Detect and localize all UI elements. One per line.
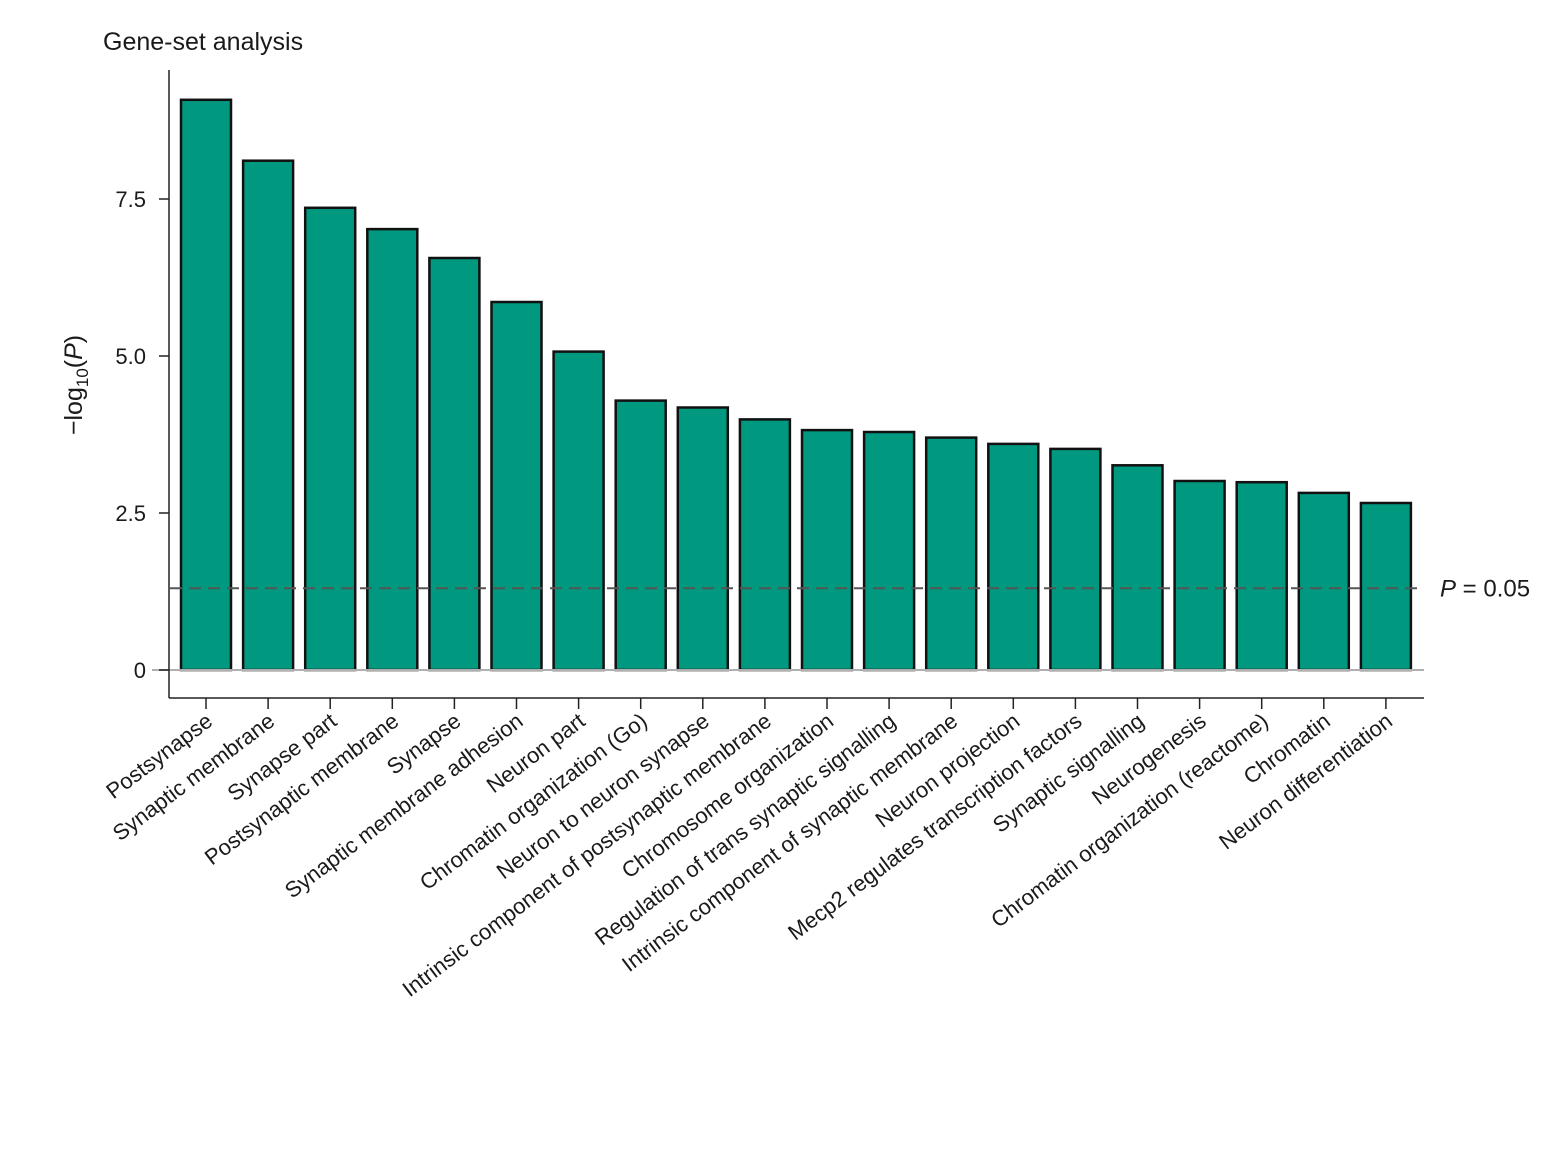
threshold-layer: P = 0.05 — [170, 575, 1530, 602]
threshold-label: P = 0.05 — [1440, 575, 1530, 602]
y-axis-label-prefix: −log — [60, 387, 88, 435]
bar-19 — [1297, 491, 1351, 672]
y-tick-label-3: 7.5 — [115, 187, 146, 212]
bar-3 — [303, 206, 357, 672]
y-axis-label-open: ( — [60, 359, 88, 368]
bar-20 — [1359, 501, 1413, 672]
bar-7 — [552, 350, 605, 672]
y-axis-label-close: ) — [60, 335, 88, 343]
y-axis-label-var: P — [60, 343, 88, 360]
bar-2 — [241, 159, 295, 672]
bars-layer — [179, 98, 1413, 672]
axes-layer — [152, 70, 1424, 709]
threshold-label-rest: = 0.05 — [1456, 575, 1530, 602]
bar-18 — [1235, 480, 1288, 672]
bar-4 — [366, 227, 419, 672]
bar-6 — [490, 300, 543, 672]
bar-16 — [1111, 464, 1164, 672]
bar-11 — [800, 428, 854, 672]
chart-title: Gene-set analysis — [103, 28, 303, 56]
threshold-label-var: P — [1440, 575, 1456, 602]
bar-9 — [676, 406, 730, 672]
bar-13 — [924, 436, 978, 672]
bar-1 — [179, 98, 233, 672]
y-tick-label-1: 2.5 — [115, 501, 146, 526]
y-axis-label-subscript: 10 — [73, 368, 92, 387]
bar-17 — [1173, 479, 1226, 672]
bar-8 — [614, 399, 667, 672]
bar-14 — [987, 442, 1040, 672]
y-tick-label-2: 5.0 — [115, 344, 146, 369]
y-tick-label-0: 0 — [134, 658, 146, 683]
bar-15 — [1049, 447, 1102, 672]
bar-12 — [862, 430, 916, 672]
y-axis-label: −log10(P) — [60, 335, 92, 435]
bar-5 — [428, 256, 481, 672]
bar-10 — [738, 418, 792, 672]
